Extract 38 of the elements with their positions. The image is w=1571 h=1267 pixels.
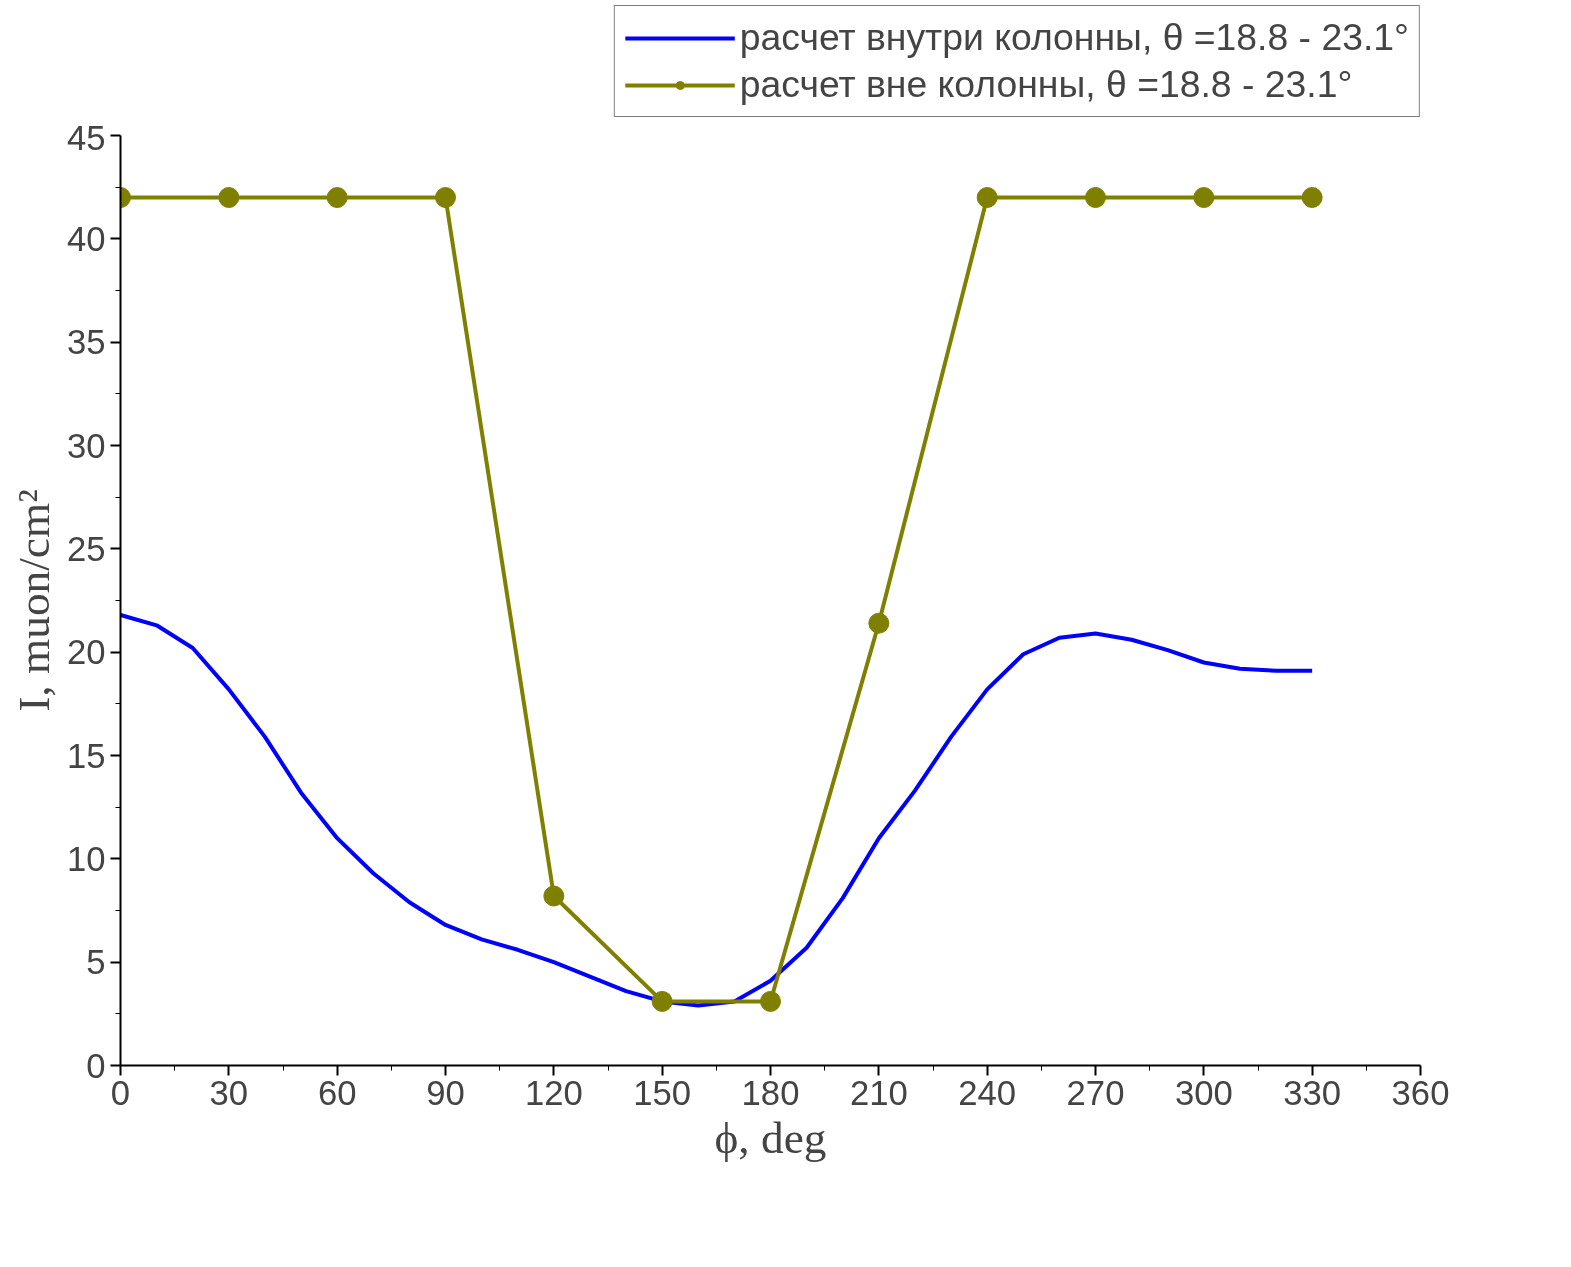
point (651, 990, 673, 1012)
point (1085, 187, 1106, 208)
y-tick-label: 40 (66, 219, 106, 258)
x-tick-label: 360 (1391, 1073, 1450, 1112)
x-tick-label: 120 (524, 1073, 583, 1112)
y-tick-label: 35 (66, 323, 106, 362)
x-tick-label: 270 (1066, 1073, 1125, 1112)
y-tick-label: 45 (66, 118, 106, 157)
point (218, 187, 240, 208)
x-tick-label: 60 (317, 1073, 357, 1112)
y-tick-label: 25 (66, 529, 106, 568)
point (326, 187, 348, 208)
y-tick-label: 0 (86, 1046, 106, 1085)
x-tick-label: 150 (633, 1073, 692, 1112)
x-tick-label: 240 (958, 1073, 1017, 1112)
point (1301, 187, 1323, 208)
x-tick-label: 90 (426, 1073, 465, 1112)
x-tick-label: 300 (1174, 1073, 1233, 1112)
point (1193, 187, 1215, 208)
y-tick-label: 15 (66, 736, 106, 775)
point (543, 885, 565, 907)
y-tick-label: 10 (66, 839, 106, 878)
y-axis-title: I, muon/cm² (8, 489, 59, 712)
legend-label: расчет вне колонны, θ =18.8 - 23.1° (739, 63, 1353, 106)
x-axis-title: ϕ, deg (714, 1112, 827, 1163)
point (868, 612, 890, 634)
legend-label: расчет внутри колонны, θ =18.8 - 23.1° (739, 16, 1409, 59)
x-tick-label: 30 (209, 1073, 249, 1112)
x-tick-label: 210 (849, 1073, 908, 1112)
x-tick-label: 0 (110, 1073, 131, 1112)
y-tick-label: 5 (86, 943, 106, 982)
x-tick-label: 330 (1283, 1073, 1342, 1112)
x-tick-label: 180 (741, 1073, 800, 1112)
y-tick-label: 30 (66, 426, 106, 465)
point (976, 187, 998, 208)
point (760, 990, 781, 1012)
point (435, 187, 456, 208)
y-tick-label: 20 (66, 633, 106, 672)
